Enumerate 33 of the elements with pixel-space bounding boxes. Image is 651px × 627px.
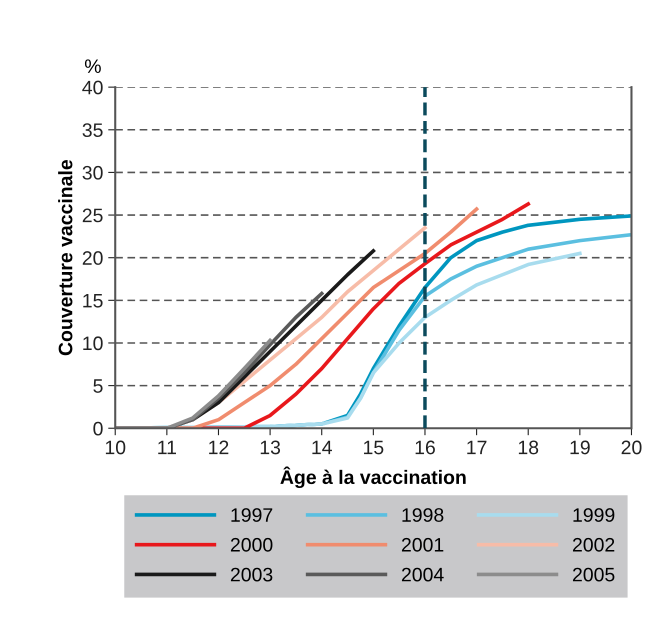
x-tick-label: 18 (518, 440, 538, 454)
x-tick-label: 11 (158, 440, 176, 454)
legend-label: 2003 (230, 568, 272, 582)
legend-label: 2005 (572, 568, 614, 582)
x-tick-label: 13 (260, 440, 280, 454)
legend-label: 2001 (402, 538, 444, 552)
text: % (84, 59, 101, 73)
x-tick-label: 20 (622, 440, 642, 454)
y-tick-label: 40 (82, 80, 103, 94)
x-tick-label: 12 (209, 440, 228, 454)
y-tick-label: 15 (83, 294, 103, 308)
legend-label: 1997 (231, 508, 272, 522)
legend-label: 1999 (573, 508, 614, 522)
y-tick-label: 30 (82, 166, 103, 180)
legend-label: 2002 (572, 538, 614, 552)
x-axis-title: Âge à la vaccination (280, 466, 466, 488)
x-tick-label: 17 (467, 440, 486, 454)
legend-label: 1998 (402, 508, 444, 522)
y-tick-label: 10 (83, 336, 103, 350)
line-series (115, 338, 272, 428)
legend-label: 2004 (402, 568, 444, 582)
y-tick-label: 25 (82, 208, 103, 222)
y-tick-label: 0 (93, 422, 103, 436)
y-axis-title: Couverture vaccinale (58, 160, 72, 356)
legend-label: 2000 (230, 538, 272, 552)
y-tick-label: 35 (82, 123, 103, 138)
y-tick-label: 20 (82, 251, 103, 265)
x-tick-label: 15 (364, 440, 384, 454)
x-tick-label: 10 (106, 440, 126, 454)
x-tick-label: 16 (416, 440, 435, 454)
x-tick-label: 19 (570, 440, 590, 454)
x-tick-label: 14 (312, 440, 332, 454)
y-tick-label: 5 (93, 379, 103, 393)
